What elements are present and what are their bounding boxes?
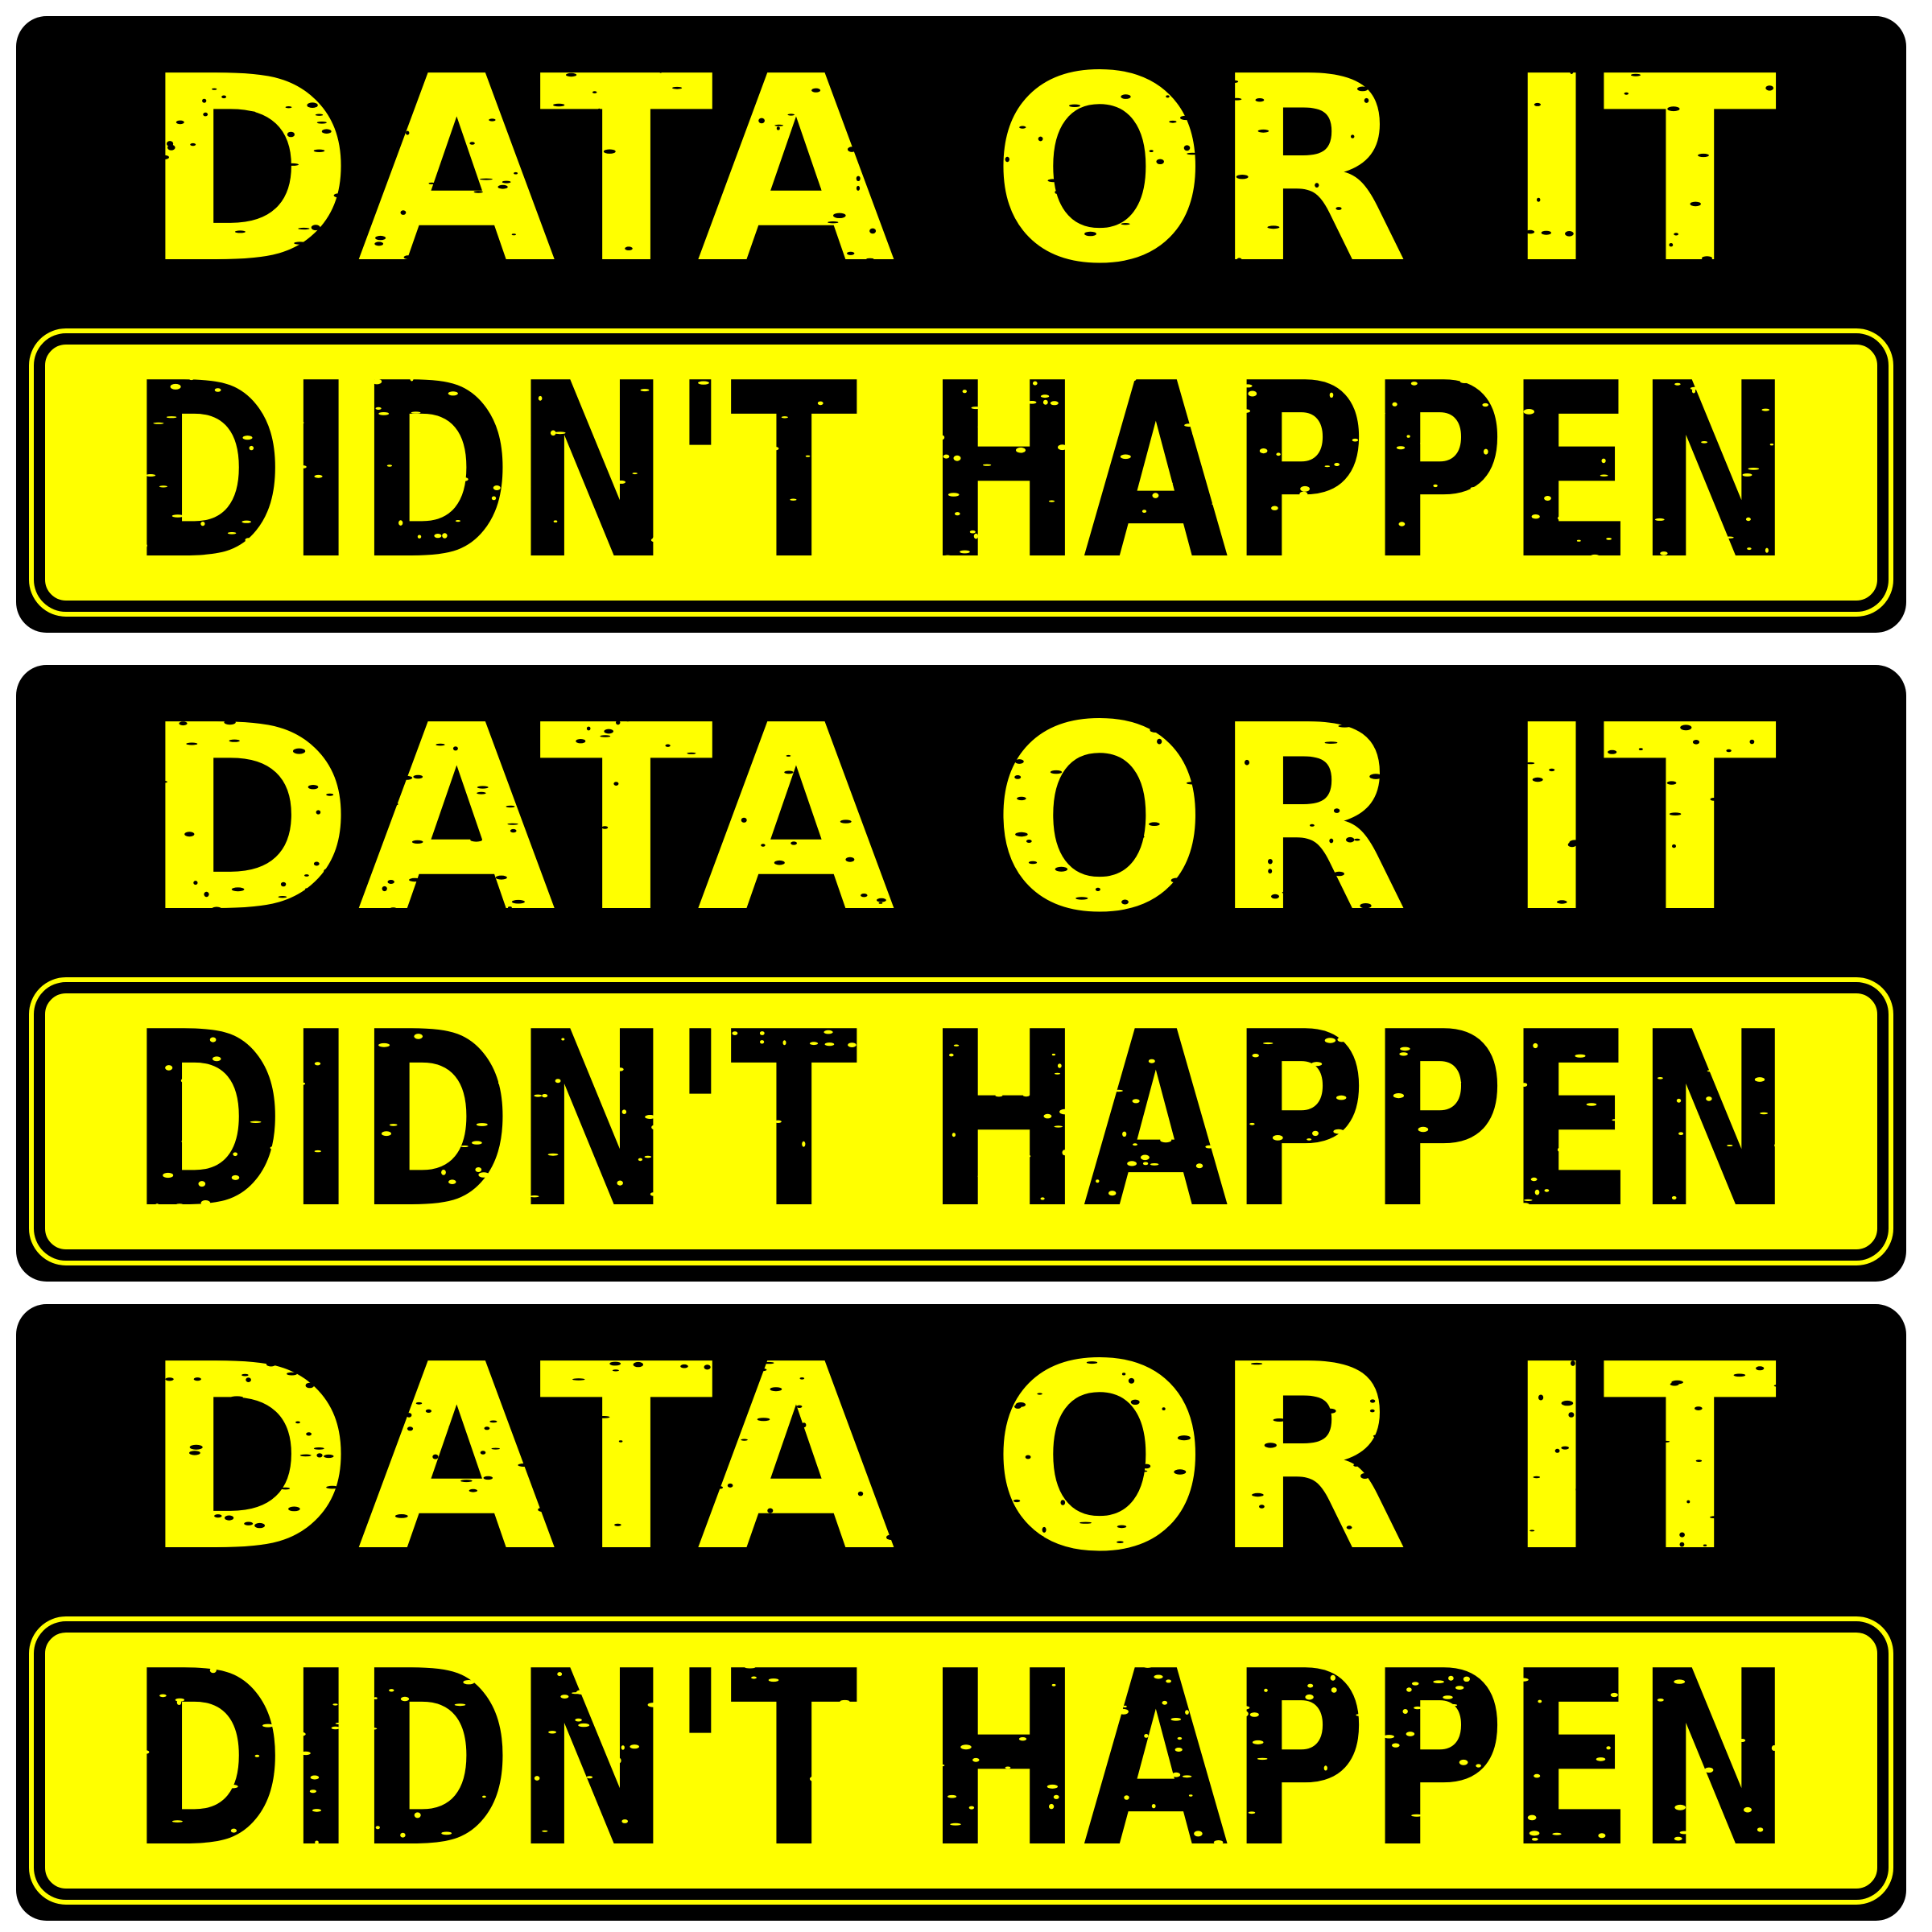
sticker-top-text: DATA OR IT	[142, 22, 1781, 320]
sticker-bottom-band: DIDN'T HAPPEN	[29, 328, 1893, 617]
sticker-top-text: DATA OR IT	[142, 1310, 1781, 1608]
sticker-bottom-band: DIDN'T HAPPEN	[29, 977, 1893, 1265]
sticker-3: DATA OR IT DIDN'T HAPPEN	[16, 1304, 1906, 1921]
sticker-bottom-text: DIDN'T HAPPEN	[129, 982, 1794, 1261]
sticker-1: DATA OR IT DIDN'T HAPPEN	[16, 16, 1906, 633]
sticker-bottom-text: DIDN'T HAPPEN	[129, 1621, 1794, 1900]
sticker-2: DATA OR IT DIDN'T HAPPEN	[16, 665, 1906, 1282]
sticker-bottom-text: DIDN'T HAPPEN	[129, 333, 1794, 612]
sticker-top-text: DATA OR IT	[142, 671, 1781, 968]
sticker-bottom-band: DIDN'T HAPPEN	[29, 1616, 1893, 1905]
